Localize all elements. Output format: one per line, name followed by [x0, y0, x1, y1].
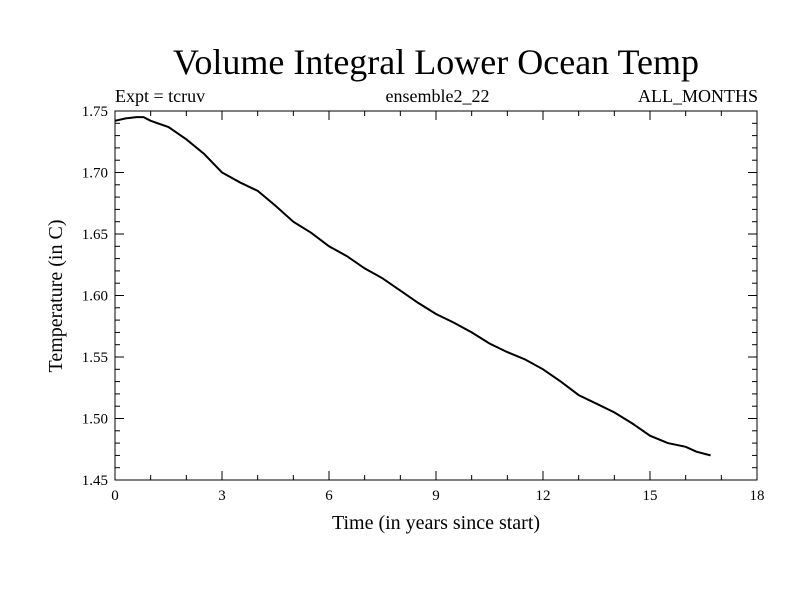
x-tick-label: 0: [111, 488, 119, 504]
x-tick-label: 18: [750, 488, 765, 504]
x-axis-label: Time (in years since start): [332, 512, 540, 534]
x-tick-label: 3: [218, 488, 226, 504]
tick-group: [114, 110, 758, 481]
y-tick-label: 1.45: [82, 473, 108, 489]
y-tick-label: 1.55: [82, 350, 108, 366]
series-line: [114, 116, 711, 457]
months-label: ALL_MONTHS: [638, 86, 758, 106]
y-axis-label: Temperature (in C): [45, 220, 67, 373]
y-tick-label: 1.50: [82, 412, 108, 428]
plot-frame: [114, 110, 758, 481]
tick-label-group: 0 3 6 9 12 15 18 1.45 1.50 1.55 1.60 1.65 1.70 1.75: [82, 104, 765, 504]
x-tick-label: 9: [432, 488, 440, 504]
x-tick-label: 15: [643, 488, 658, 504]
y-tick-label: 1.70: [82, 166, 108, 182]
x-tick-label: 12: [536, 488, 551, 504]
x-tick-label: 6: [325, 488, 333, 504]
y-tick-label: 1.60: [82, 289, 108, 305]
experiment-label: Expt = tcruv: [115, 86, 206, 106]
chart-title: Volume Integral Lower Ocean Temp: [173, 42, 699, 82]
y-tick-label: 1.75: [82, 104, 108, 120]
y-tick-label: 1.65: [82, 227, 108, 243]
ensemble-label: ensemble2_22: [385, 86, 490, 106]
